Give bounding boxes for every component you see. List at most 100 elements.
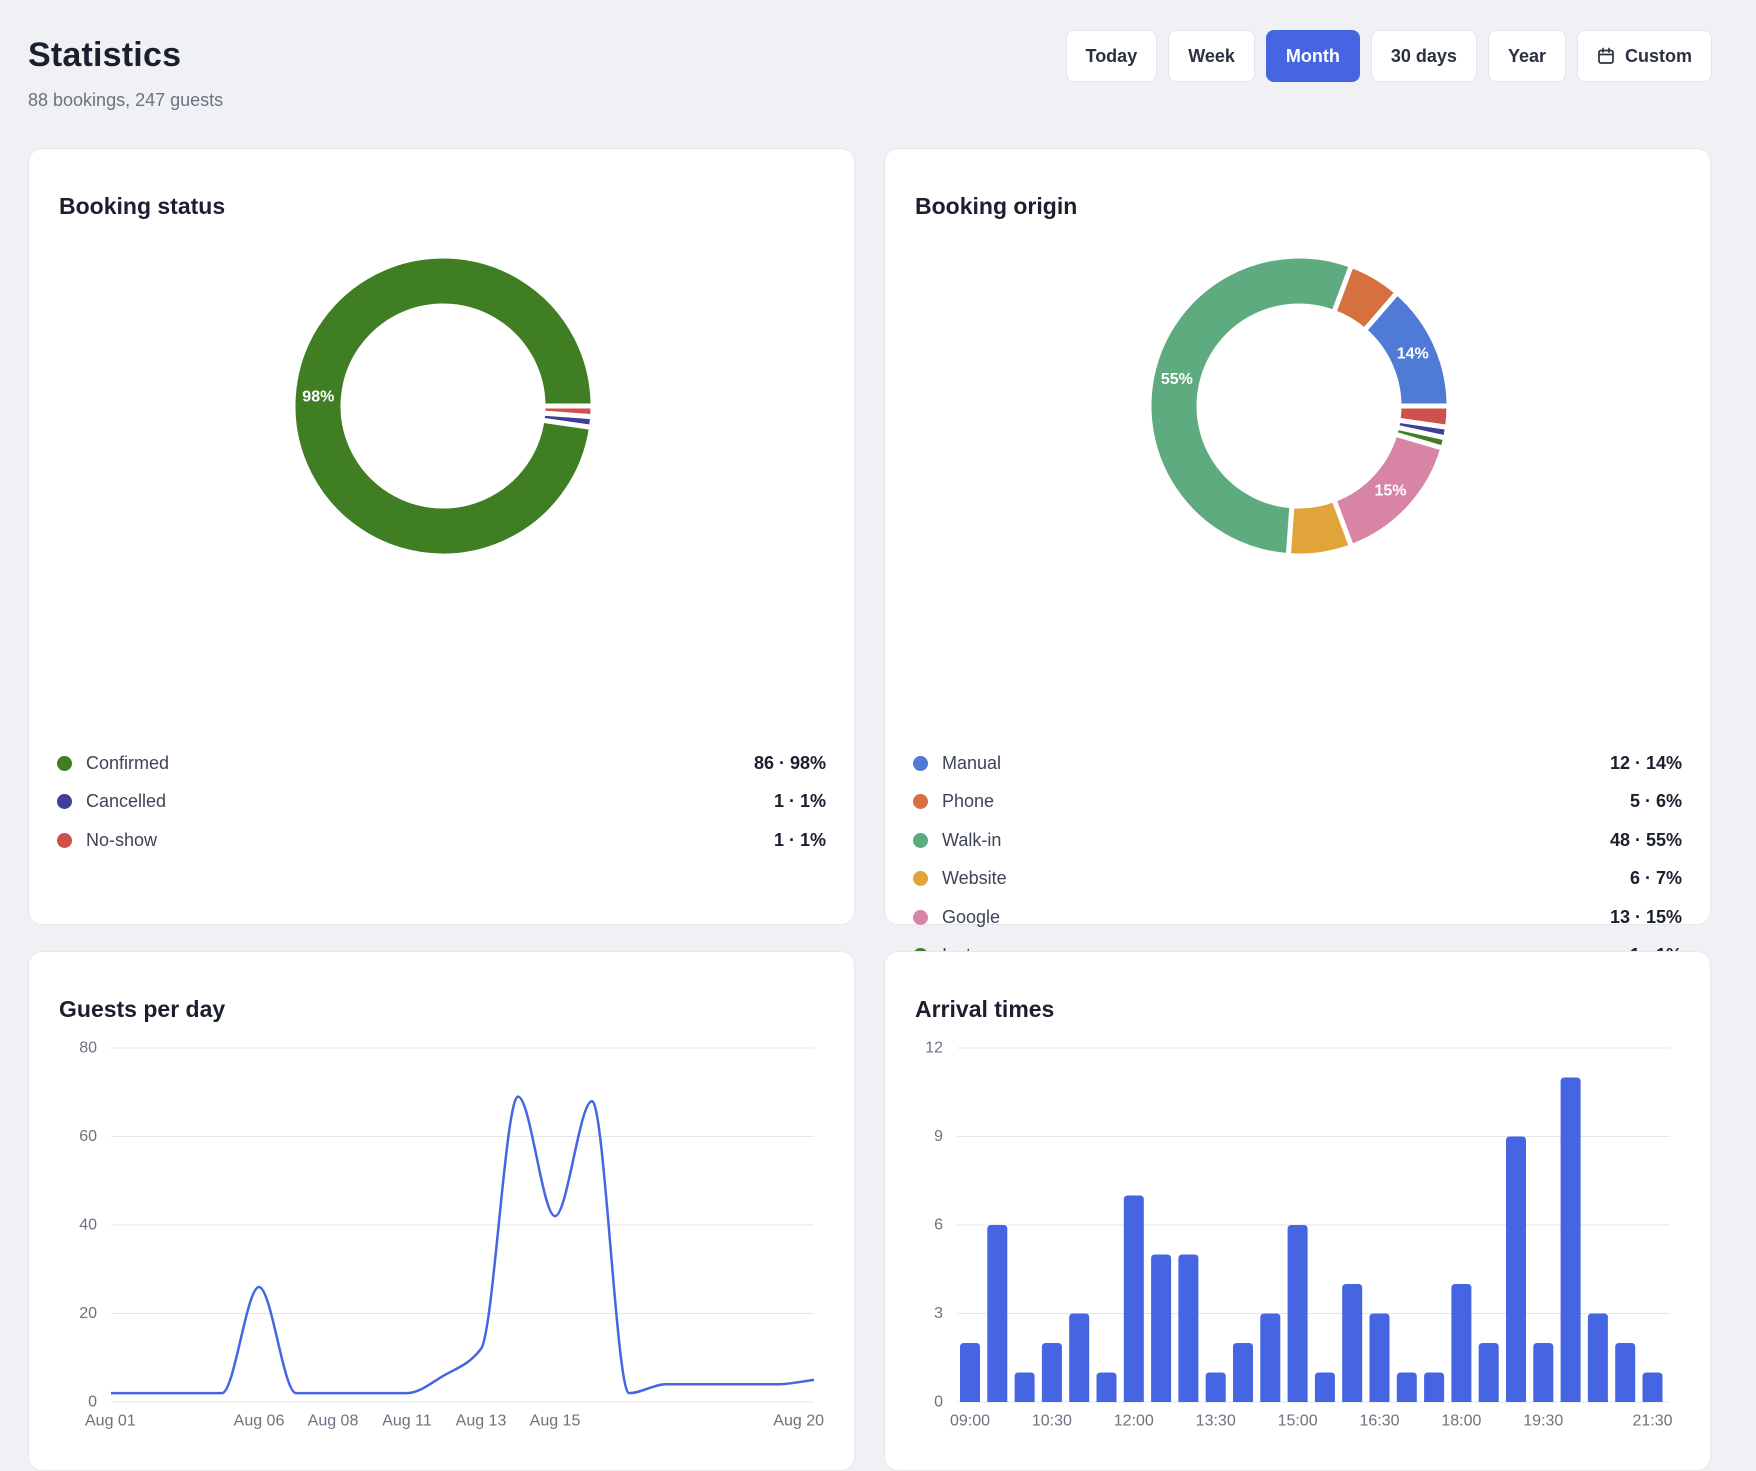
legend-dot-icon (913, 755, 928, 771)
slice-walk-in[interactable] (1146, 253, 1354, 559)
bar-1145[interactable] (1260, 1313, 1281, 1403)
data-point[interactable] (326, 1386, 340, 1400)
legend-label: Manual (942, 752, 1002, 773)
legend-label: Cancelled (86, 791, 167, 812)
data-point[interactable] (733, 1377, 747, 1391)
x-tick-label: Aug 13 (456, 1413, 507, 1430)
slice-label-walk-in: 55% (1161, 371, 1193, 388)
bar-1345[interactable] (1478, 1343, 1499, 1402)
slice-confirmed[interactable] (290, 253, 596, 559)
data-point[interactable] (178, 1386, 192, 1400)
slice-label-confirmed: 98% (302, 389, 334, 406)
bar-0930[interactable] (1014, 1372, 1035, 1403)
y-tick-label: 0 (934, 1394, 943, 1411)
bar-1045[interactable] (1151, 1254, 1172, 1403)
data-point[interactable] (400, 1386, 414, 1400)
bar-0915[interactable] (987, 1225, 1008, 1402)
y-tick-label: 6 (934, 1217, 943, 1234)
x-tick-label: 12:00 (1114, 1413, 1154, 1430)
legend-item-phone[interactable]: Phone 5 · 6% (913, 783, 1682, 822)
bar-0945[interactable] (1041, 1343, 1062, 1402)
legend-label: Website (942, 868, 1007, 889)
range-month-label: Month (1285, 45, 1340, 66)
data-point[interactable] (141, 1386, 155, 1400)
legend-label: No-show (86, 829, 158, 850)
legend-dot-icon (57, 755, 72, 771)
legend-dot-icon (913, 871, 928, 887)
data-point[interactable] (770, 1377, 784, 1391)
bar-1330[interactable] (1451, 1284, 1472, 1402)
page-title: Statistics (28, 36, 182, 74)
y-tick-label: 40 (79, 1217, 97, 1234)
y-tick-label: 12 (925, 1040, 943, 1057)
x-tick-label: Aug 01 (85, 1413, 136, 1430)
legend-item-no-show[interactable]: No-show 1 · 1% (57, 821, 826, 860)
bar-1015[interactable] (1096, 1372, 1117, 1403)
x-tick-label: Aug 06 (234, 1413, 285, 1430)
data-point[interactable] (474, 1342, 488, 1356)
legend-value: 1 · 1% (773, 791, 826, 812)
legend-dot-icon (913, 832, 928, 848)
data-point[interactable] (215, 1386, 229, 1400)
legend-item-manual[interactable]: Manual 12 · 14% (913, 744, 1682, 783)
x-tick-label: Aug 08 (308, 1413, 359, 1430)
data-point[interactable] (548, 1209, 562, 1223)
slice-manual[interactable] (1361, 290, 1452, 409)
bar-1445[interactable] (1587, 1313, 1608, 1403)
bar-1000[interactable] (1069, 1313, 1090, 1403)
x-tick-label: 10:30 (1032, 1413, 1072, 1430)
data-point[interactable] (437, 1368, 451, 1382)
legend-item-cancelled[interactable]: Cancelled 1 · 1% (57, 783, 826, 822)
legend-value: 6 · 7% (1629, 868, 1682, 889)
legend-item-website[interactable]: Website 6 · 7% (913, 860, 1682, 899)
range-today-button[interactable]: Today (1065, 30, 1158, 82)
legend-value: 1 · 1% (773, 829, 826, 850)
legend-value: 12 · 14% (1609, 752, 1682, 773)
data-point[interactable] (659, 1377, 673, 1391)
bar-1215[interactable] (1314, 1372, 1335, 1403)
bar-1415[interactable] (1533, 1343, 1554, 1402)
bar-1030[interactable] (1123, 1195, 1144, 1403)
data-point[interactable] (289, 1386, 303, 1400)
range-week-button[interactable]: Week (1168, 30, 1255, 82)
bar-1130[interactable] (1233, 1343, 1253, 1402)
data-point[interactable] (696, 1377, 710, 1391)
bar-1515[interactable] (1642, 1372, 1663, 1403)
bar-1115[interactable] (1205, 1372, 1226, 1403)
bar-1430[interactable] (1560, 1077, 1581, 1403)
data-point[interactable] (511, 1090, 525, 1104)
data-point[interactable] (807, 1373, 821, 1387)
bar-1315[interactable] (1424, 1372, 1445, 1403)
data-point[interactable] (585, 1094, 599, 1108)
data-point[interactable] (363, 1386, 377, 1400)
guests-line (111, 1095, 815, 1395)
range-month-button[interactable]: Month (1265, 30, 1360, 82)
legend-item-walk-in[interactable]: Walk-in 48 · 55% (913, 821, 1682, 860)
legend-item-google[interactable]: Google 13 · 15% (913, 898, 1682, 937)
data-point[interactable] (104, 1386, 118, 1400)
bar-1100[interactable] (1178, 1254, 1199, 1403)
booking-status-donut: 98% (290, 253, 596, 559)
booking-status-card: Booking status 98% Confirmed 86 · 98% Canc… (28, 148, 855, 925)
range-year-button[interactable]: Year (1487, 30, 1566, 82)
booking-status-title: Booking status (59, 193, 226, 219)
bar-1245[interactable] (1369, 1313, 1390, 1403)
bar-1300[interactable] (1396, 1372, 1417, 1403)
bar-1400[interactable] (1506, 1136, 1526, 1403)
range-30-days-button[interactable]: 30 days (1370, 30, 1477, 82)
legend-item-confirmed[interactable]: Confirmed 86 · 98% (57, 744, 826, 783)
legend-label: Phone (942, 791, 995, 812)
bar-1500[interactable] (1615, 1343, 1636, 1402)
bar-1230[interactable] (1342, 1284, 1363, 1402)
range-custom-button[interactable]: Custom (1577, 30, 1712, 82)
y-tick-label: 9 (934, 1128, 943, 1145)
legend-label: Google (942, 906, 1001, 927)
bar-1200[interactable] (1287, 1225, 1308, 1402)
y-tick-label: 80 (79, 1040, 97, 1057)
bar-0900[interactable] (960, 1343, 980, 1402)
legend-dot-icon (913, 909, 928, 925)
data-point[interactable] (252, 1280, 266, 1294)
data-point[interactable] (622, 1386, 636, 1400)
x-tick-label: 13:30 (1196, 1413, 1236, 1430)
x-tick-label: 16:30 (1359, 1413, 1399, 1430)
